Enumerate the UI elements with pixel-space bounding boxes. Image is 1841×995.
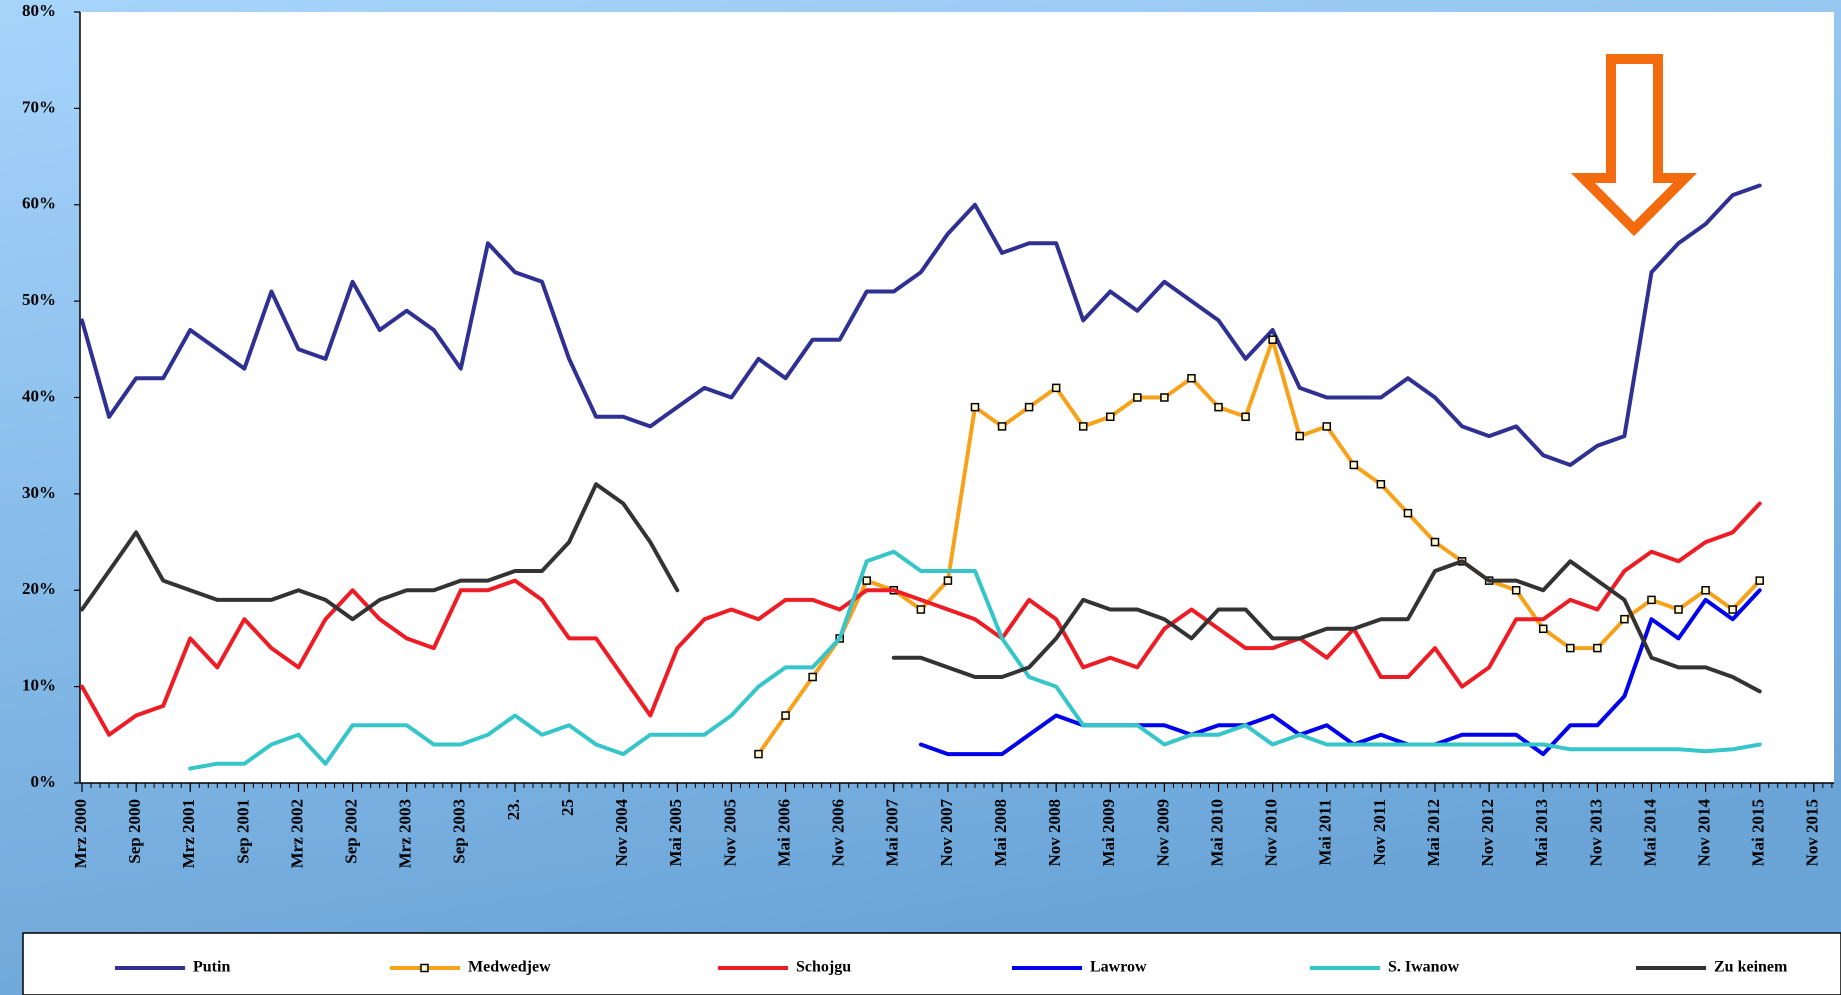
y-tick-label: 70% [22, 97, 56, 116]
x-tick-label: Mai 2006 [774, 799, 793, 867]
marker [1376, 479, 1386, 489]
x-tick-label: Nov 2005 [720, 799, 739, 867]
legend-box [22, 932, 1841, 995]
marker [808, 672, 817, 682]
y-tick-label: 20% [22, 579, 56, 598]
marker [943, 576, 953, 585]
marker [1295, 431, 1304, 441]
marker [1620, 614, 1629, 624]
marker [1538, 624, 1548, 634]
y-tick-label: 40% [22, 386, 56, 405]
x-tick-label: Nov 2013 [1586, 799, 1605, 867]
x-tick-label: Mai 2012 [1424, 799, 1443, 867]
marker [1268, 335, 1277, 344]
x-tick-label: Mai 2013 [1532, 799, 1551, 867]
marker [1133, 393, 1142, 402]
marker [1349, 460, 1359, 470]
marker [916, 605, 926, 614]
x-tick-label: Mai 2009 [1099, 799, 1118, 867]
x-tick-label: 25 [558, 799, 577, 816]
marker [1187, 373, 1196, 383]
marker [1106, 412, 1115, 422]
marker [1241, 412, 1250, 422]
x-tick-label: Sep 2003 [450, 799, 469, 864]
series-lines [80, 183, 1764, 771]
x-tick-label: Sep 2001 [233, 799, 252, 864]
x-tick-label: Mai 2005 [666, 799, 685, 867]
x-tick-label: Mai 2014 [1640, 799, 1659, 867]
legend-label: Lawrow [1090, 959, 1147, 976]
marker [1403, 508, 1413, 518]
plot-area [80, 12, 1834, 783]
axes: 0% 10% 20% 30% 40% 50% 60% 70% 80% Mrz 2000 Sep 20… [22, 1, 1834, 868]
arrow-annotation [1570, 54, 1698, 237]
x-tick-label: Nov 2010 [1262, 799, 1281, 867]
marker [1024, 402, 1034, 412]
x-tick-label: Sep 2000 [125, 799, 144, 864]
series-line [918, 588, 1762, 757]
x-tick-label: Nov 2009 [1153, 799, 1172, 867]
series-line [80, 183, 1762, 467]
marker [1078, 422, 1088, 431]
marker [1566, 643, 1575, 653]
x-tick-label: Nov 2007 [937, 799, 956, 867]
marker [1322, 422, 1332, 431]
marker [1160, 393, 1169, 402]
y-tick-label: 60% [22, 194, 56, 213]
x-tick-label: Nov 2011 [1370, 799, 1389, 866]
legend-label: Zu keinem [1714, 959, 1788, 976]
legend-label: Medwedjew [468, 959, 551, 976]
marker [1728, 605, 1737, 614]
marker [970, 402, 980, 412]
x-tick-label: Mrz 2003 [396, 799, 415, 868]
legend: Putin Medwedjew Schojgu Lawrow S. Iwanow Zu k… [115, 959, 1788, 976]
marker [1430, 537, 1440, 547]
y-tick-label: 80% [22, 1, 56, 20]
x-tick-label: Mai 2007 [883, 799, 902, 867]
series-line [188, 549, 1762, 771]
marker [781, 711, 790, 720]
marker [1593, 643, 1602, 653]
marker [862, 576, 871, 585]
series-line [756, 337, 1762, 757]
x-tick-label: 23. [504, 799, 523, 820]
marker [754, 749, 763, 759]
y-tick-label: 50% [22, 290, 56, 309]
x-tick-label: Nov 2012 [1478, 799, 1497, 867]
x-tick-label: Mai 2015 [1749, 799, 1768, 867]
x-tick-label: Sep 2002 [342, 799, 361, 864]
marker [1051, 383, 1061, 393]
x-tick-label: Nov 2004 [612, 799, 631, 867]
legend-marker [420, 963, 429, 973]
x-tick-label: Mrz 2002 [287, 799, 306, 868]
marker [1647, 595, 1656, 605]
y-tick-label: 10% [22, 676, 56, 695]
legend-label: Putin [193, 959, 230, 976]
marker [997, 422, 1007, 431]
legend-label: Schojgu [796, 959, 851, 976]
x-tick-label: Nov 2008 [1045, 799, 1064, 867]
marker [1674, 605, 1683, 614]
x-tick-label: Nov 2006 [829, 799, 848, 867]
marker [1701, 586, 1710, 595]
marker [1755, 576, 1764, 585]
x-tick-label: Mrz 2001 [179, 799, 198, 868]
marker [1214, 402, 1223, 412]
series-line [80, 501, 1762, 737]
legend-label: S. Iwanow [1388, 959, 1460, 976]
y-tick-label: 0% [31, 772, 57, 791]
x-tick-label: Nov 2015 [1803, 799, 1822, 867]
x-tick-label: Mrz 2000 [71, 799, 90, 868]
x-tick-label: Mai 2010 [1207, 799, 1226, 867]
y-tick-label: 30% [22, 483, 56, 502]
x-tick-label: Mai 2008 [991, 799, 1010, 867]
marker [1511, 586, 1521, 595]
series-line [80, 482, 1762, 694]
x-tick-label: Mai 2011 [1316, 799, 1335, 866]
x-tick-label: Nov 2014 [1695, 799, 1714, 867]
